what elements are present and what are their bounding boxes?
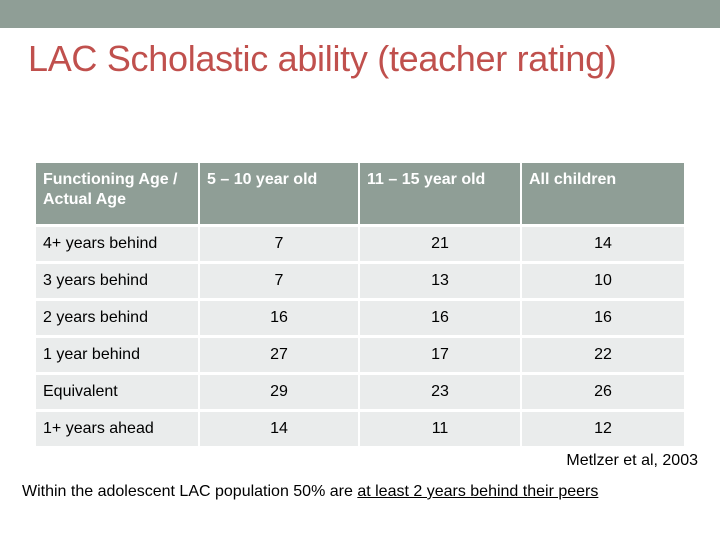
table-cell: 16 [199, 299, 360, 338]
table-cell: 12 [521, 410, 684, 449]
row-label: Equivalent [36, 373, 200, 412]
table-cell: 23 [359, 373, 522, 412]
table-cell: 17 [359, 336, 522, 375]
table-cell: 29 [199, 373, 360, 412]
table-row: Equivalent 29 23 26 [36, 373, 684, 412]
top-accent-band [0, 0, 720, 28]
table-row: 1+ years ahead 14 11 12 [36, 410, 684, 449]
row-label: 1 year behind [36, 336, 200, 375]
table-cell: 10 [521, 262, 684, 301]
column-header: All children [521, 163, 684, 227]
column-header: 11 – 15 year old [359, 163, 522, 227]
table-cell: 14 [199, 410, 360, 449]
table-cell: 27 [199, 336, 360, 375]
row-label: 1+ years ahead [36, 410, 200, 449]
data-table: Functioning Age / Actual Age 5 – 10 year… [36, 163, 684, 449]
table-cell: 21 [359, 225, 522, 264]
row-label: 3 years behind [36, 262, 200, 301]
table-cell: 7 [199, 262, 360, 301]
column-header: 5 – 10 year old [199, 163, 360, 227]
row-label: 4+ years behind [36, 225, 200, 264]
summary-emphasis: at least 2 years behind their peers [357, 483, 599, 500]
table-row: 2 years behind 16 16 16 [36, 299, 684, 338]
table-cell: 7 [199, 225, 360, 264]
table-header-row: Functioning Age / Actual Age 5 – 10 year… [36, 163, 684, 227]
table-cell: 14 [521, 225, 684, 264]
table-row: 4+ years behind 7 21 14 [36, 225, 684, 264]
table-cell: 16 [521, 299, 684, 338]
table-cell: 16 [359, 299, 522, 338]
table-cell: 22 [521, 336, 684, 375]
table-row: 3 years behind 7 13 10 [36, 262, 684, 301]
summary-text: Within the adolescent LAC population 50%… [22, 483, 598, 501]
table-cell: 11 [359, 410, 522, 449]
summary-prefix: Within the adolescent LAC population 50%… [22, 483, 358, 500]
row-label: 2 years behind [36, 299, 200, 338]
slide-title: LAC Scholastic ability (teacher rating) [28, 38, 617, 79]
table-row: 1 year behind 27 17 22 [36, 336, 684, 375]
column-header: Functioning Age / Actual Age [36, 163, 200, 227]
table-cell: 26 [521, 373, 684, 412]
citation: Metlzer et al, 2003 [566, 452, 698, 469]
table-cell: 13 [359, 262, 522, 301]
